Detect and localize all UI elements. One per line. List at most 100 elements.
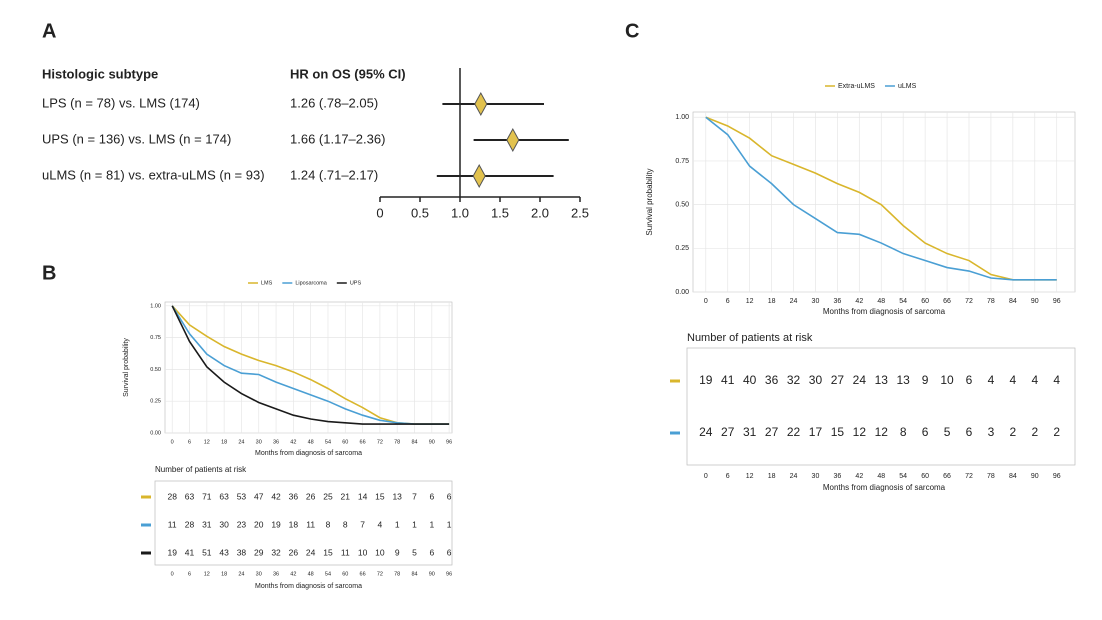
risk-count: 27	[765, 425, 779, 439]
risk-count: 63	[185, 491, 195, 501]
risk-count: 41	[721, 373, 735, 387]
row-label: UPS (n = 136) vs. LMS (n = 174)	[42, 131, 231, 146]
risk-count: 4	[1053, 373, 1060, 387]
x-tick-label: 78	[394, 439, 400, 445]
risk-count: 1	[447, 519, 452, 529]
risk-x-tick-label: 0	[171, 571, 174, 577]
x-tick-label: 84	[411, 439, 417, 445]
row-label: LPS (n = 78) vs. LMS (174)	[42, 95, 200, 110]
y-tick-label: 1.00	[150, 303, 161, 309]
risk-count: 7	[412, 491, 417, 501]
legend-label: Extra-uLMS	[838, 83, 875, 90]
y-axis-label: Survival probability	[645, 168, 654, 235]
risk-count: 47	[254, 491, 264, 501]
x-tick-label: 54	[325, 439, 331, 445]
risk-x-tick-label: 12	[746, 473, 754, 480]
risk-count: 10	[940, 373, 954, 387]
risk-count: 18	[289, 519, 299, 529]
x-tick-label: 36	[833, 298, 841, 305]
risk-x-tick-label: 54	[899, 473, 907, 480]
risk-count: 32	[271, 547, 281, 557]
x-tick-label: 60	[921, 298, 929, 305]
risk-count: 26	[306, 491, 316, 501]
row-label: uLMS (n = 81) vs. extra-uLMS (n = 93)	[42, 167, 265, 182]
x-tick-label: 12	[204, 439, 210, 445]
estimate-label: 1.26 (.78–2.05)	[290, 95, 378, 110]
risk-count: 10	[358, 547, 368, 557]
plot-area	[692, 111, 1076, 293]
risk-count: 12	[853, 425, 867, 439]
estimate-diamond	[472, 163, 486, 189]
y-tick-label: 0.25	[150, 399, 161, 405]
risk-count: 15	[323, 547, 333, 557]
risk-table-title: Number of patients at risk	[687, 332, 813, 344]
risk-x-tick-label: 48	[308, 571, 314, 577]
legend-label: UPS	[350, 280, 362, 286]
y-tick-label: 0.50	[150, 367, 161, 373]
x-tick-label: 60	[342, 439, 348, 445]
risk-count: 6	[447, 491, 452, 501]
x-tick-label: 30	[812, 298, 820, 305]
risk-count: 8	[343, 519, 348, 529]
risk-count: 6	[429, 547, 434, 557]
x-tick-label: 2.5	[571, 205, 589, 220]
x-tick-label: 0	[704, 298, 708, 305]
x-tick-label: 1.5	[491, 205, 509, 220]
x-tick-label: 0	[376, 205, 383, 220]
estimate-diamond	[474, 91, 488, 117]
risk-x-tick-label: 30	[256, 571, 262, 577]
risk-count: 13	[392, 491, 402, 501]
risk-count: 14	[358, 491, 368, 501]
y-tick-label: 0.50	[675, 201, 689, 208]
risk-count: 6	[429, 491, 434, 501]
estimate-label: 1.24 (.71–2.17)	[290, 167, 378, 182]
risk-count: 19	[271, 519, 281, 529]
risk-count: 1	[429, 519, 434, 529]
risk-x-tick-label: 24	[790, 473, 798, 480]
risk-x-tick-label: 72	[965, 473, 973, 480]
risk-x-tick-label: 78	[394, 571, 400, 577]
x-tick-label: 84	[1009, 298, 1017, 305]
x-tick-label: 18	[221, 439, 227, 445]
risk-count: 4	[1031, 373, 1038, 387]
risk-x-tick-label: 72	[377, 571, 383, 577]
risk-count: 5	[412, 547, 417, 557]
risk-count: 7	[360, 519, 365, 529]
risk-x-tick-label: 96	[1053, 473, 1061, 480]
risk-count: 31	[743, 425, 757, 439]
risk-x-tick-label: 24	[238, 571, 244, 577]
survival-curve	[171, 305, 450, 425]
risk-count: 36	[289, 491, 299, 501]
risk-x-tick-label: 84	[411, 571, 417, 577]
risk-count: 6	[922, 425, 929, 439]
risk-count: 20	[254, 519, 264, 529]
x-tick-label: 72	[965, 298, 973, 305]
x-tick-label: 90	[1031, 298, 1039, 305]
panel-letter: C	[625, 20, 639, 42]
risk-count: 2	[1053, 425, 1060, 439]
risk-count: 42	[271, 491, 281, 501]
risk-count: 41	[185, 547, 195, 557]
risk-count: 24	[853, 373, 867, 387]
y-tick-label: 0.25	[675, 245, 689, 252]
risk-count: 71	[202, 491, 212, 501]
x-tick-label: 78	[987, 298, 995, 305]
risk-count: 6	[966, 425, 973, 439]
risk-count: 43	[219, 547, 229, 557]
risk-count: 23	[237, 519, 247, 529]
y-axis-label: Survival probability	[123, 338, 130, 397]
risk-count: 13	[897, 373, 911, 387]
risk-x-tick-label: 18	[768, 473, 776, 480]
risk-count: 4	[1010, 373, 1017, 387]
x-tick-label: 54	[899, 298, 907, 305]
risk-count: 5	[944, 425, 951, 439]
x-tick-label: 42	[290, 439, 296, 445]
risk-count: 27	[831, 373, 845, 387]
x-tick-label: 96	[1053, 298, 1061, 305]
x-tick-label: 1.0	[451, 205, 469, 220]
x-tick-label: 24	[790, 298, 798, 305]
risk-table-box	[686, 347, 1076, 466]
y-tick-label: 0.00	[150, 430, 161, 436]
risk-x-tick-label: 30	[812, 473, 820, 480]
